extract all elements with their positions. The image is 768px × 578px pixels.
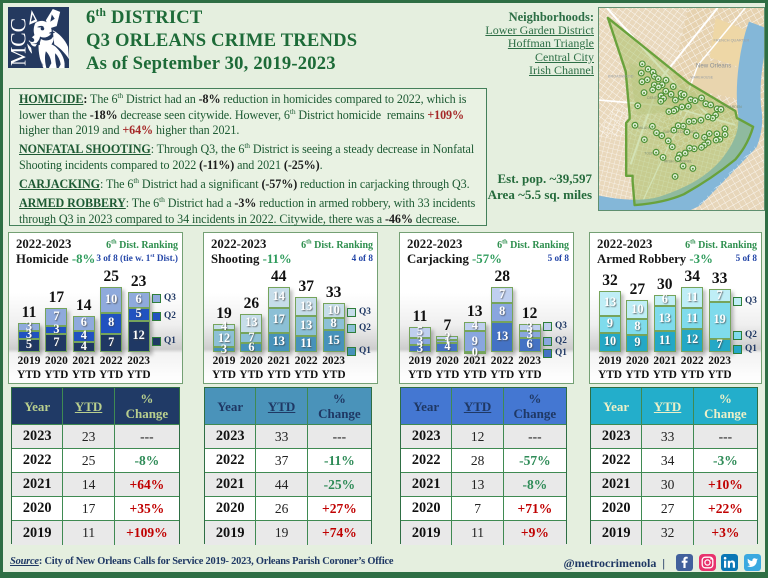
svg-text:WAREHOUSE: WAREHOUSE <box>691 75 714 79</box>
svg-text:GARDEN DISTRICT: GARDEN DISTRICT <box>663 130 698 134</box>
svg-text:TOURO: TOURO <box>644 152 657 156</box>
svg-text:FRENCH QUARTER: FRENCH QUARTER <box>714 39 750 43</box>
svg-text:New Orleans: New Orleans <box>696 62 731 69</box>
svg-text:LOWER GARDEN: LOWER GARDEN <box>713 105 742 109</box>
svg-text:MILAN: MILAN <box>638 126 649 130</box>
svg-text:BROADWOOD: BROADWOOD <box>608 74 634 78</box>
svg-text:MCC: MCC <box>8 18 31 66</box>
